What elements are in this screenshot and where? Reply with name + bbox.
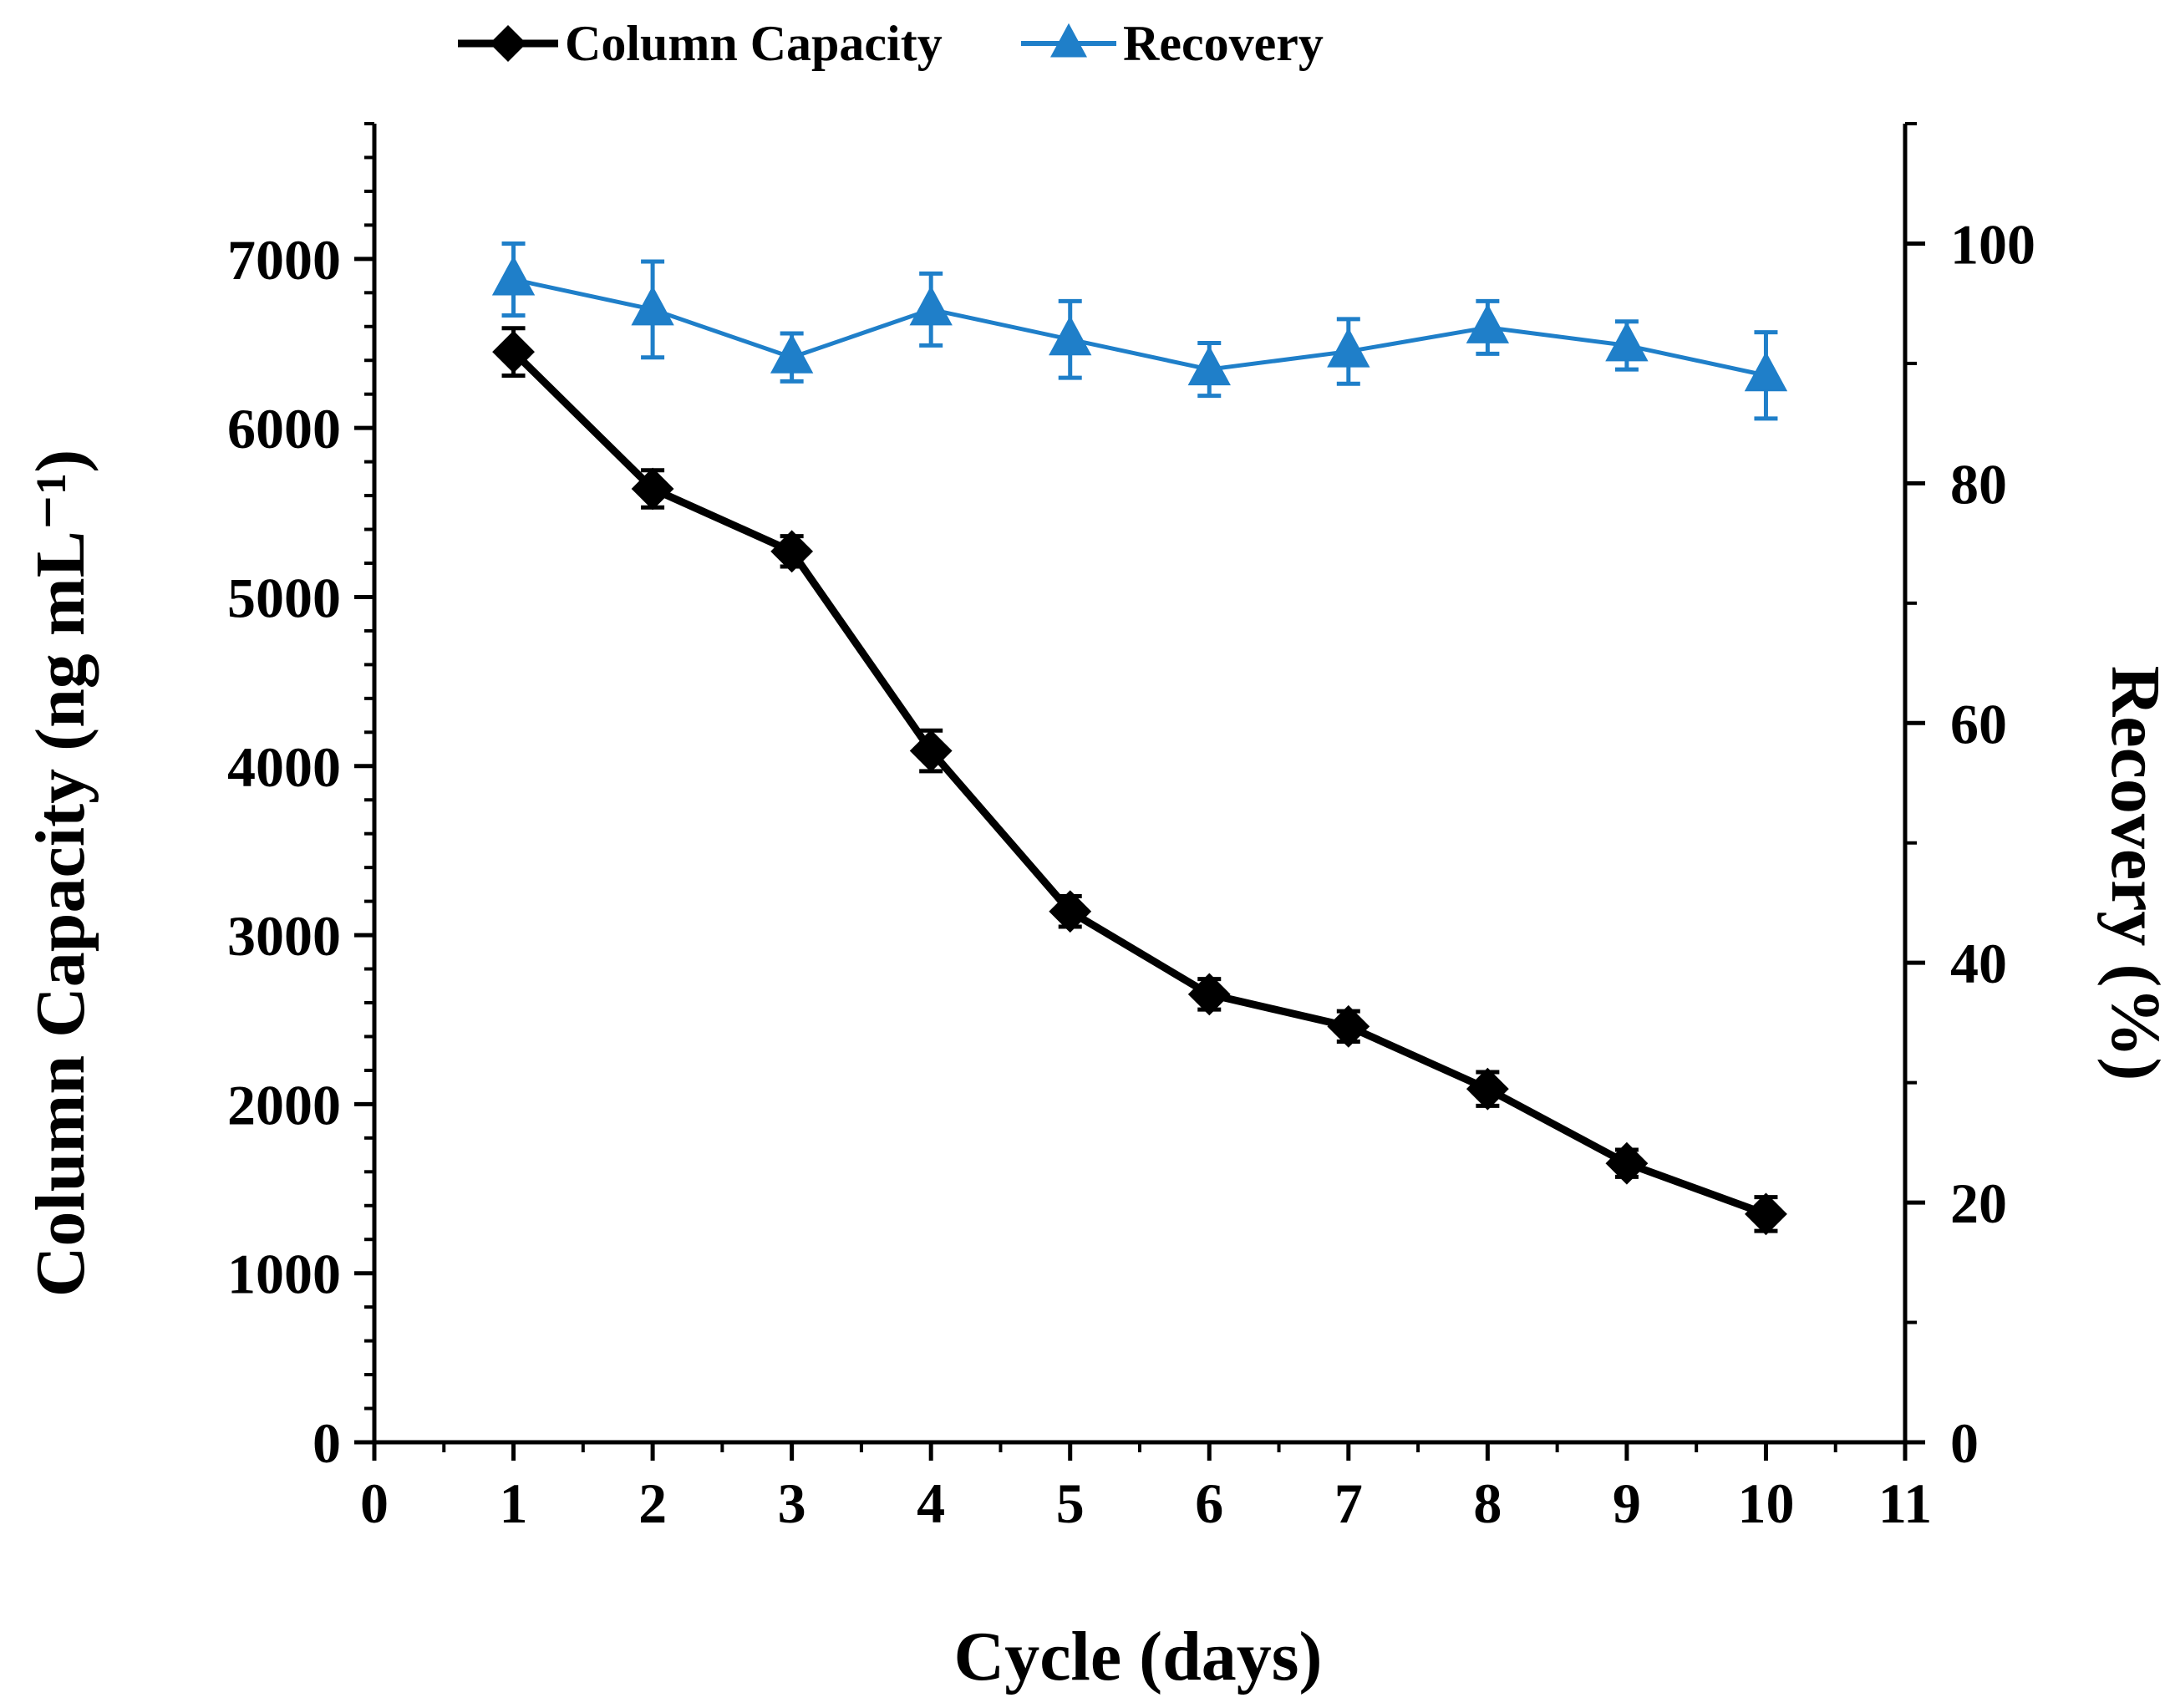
x-axis-title: Cycle (days) <box>954 1618 1323 1695</box>
series-recovery <box>491 241 1788 421</box>
data-point <box>1049 890 1092 933</box>
y-axis-left: 0 1000 2000 3000 4000 5000 6000 7000 <box>227 122 374 1475</box>
y2-tick-label: 0 <box>1950 1411 1979 1475</box>
y2-tick-label: 100 <box>1950 212 2035 276</box>
y-axis-title: Column Capacity (ng mL⁻¹) <box>22 450 99 1298</box>
legend-item-column-capacity: Column Capacity <box>458 16 943 71</box>
legend-marker <box>1050 23 1087 58</box>
data-point <box>491 255 536 296</box>
data-point <box>1605 321 1649 362</box>
data-point <box>492 330 535 374</box>
legend-label: Recovery <box>1123 16 1324 71</box>
data-point <box>1327 1004 1370 1048</box>
series-line <box>511 348 1767 1218</box>
y-tick-label: 4000 <box>227 735 341 799</box>
data-point <box>1187 345 1231 386</box>
x-tick-label: 10 <box>1737 1472 1794 1535</box>
y-tick-label: 2000 <box>227 1073 341 1136</box>
data-point <box>1745 1192 1787 1236</box>
y2-tick-label: 20 <box>1950 1172 2007 1235</box>
legend-label: Column Capacity <box>565 16 943 71</box>
x-tick-label: 8 <box>1473 1472 1502 1535</box>
x-tick-label: 3 <box>778 1472 806 1535</box>
x-tick-label: 4 <box>917 1472 945 1535</box>
data-point <box>1327 328 1370 368</box>
legend-marker <box>490 25 526 62</box>
x-tick-label: 2 <box>638 1472 667 1535</box>
y-tick-label: 1000 <box>227 1243 341 1306</box>
data-point <box>909 285 953 326</box>
x-tick-label: 9 <box>1613 1472 1641 1535</box>
x-tick-label: 11 <box>1878 1472 1932 1535</box>
y2-tick-label: 80 <box>1950 452 2007 516</box>
x-tick-label: 5 <box>1056 1472 1085 1535</box>
data-point <box>1187 973 1231 1016</box>
y-tick-label: 7000 <box>227 228 341 292</box>
y2-tick-label: 60 <box>1950 692 2007 755</box>
y-axis-right: 0 20 40 60 80 100 <box>1905 122 2035 1475</box>
series-line <box>513 277 1766 378</box>
data-point <box>1466 303 1510 343</box>
data-point <box>909 729 953 772</box>
series-column-capacity <box>492 326 1787 1236</box>
data-point <box>1049 315 1092 356</box>
y-tick-label: 3000 <box>227 904 341 968</box>
y2-tick-label: 40 <box>1950 932 2007 995</box>
y-tick-label: 6000 <box>227 397 341 460</box>
legend: Column Capacity Recovery <box>458 16 1324 71</box>
x-tick-label: 1 <box>500 1472 528 1535</box>
data-point <box>1466 1067 1509 1111</box>
data-point <box>631 285 674 326</box>
plot-frame <box>372 124 1908 1445</box>
legend-item-recovery: Recovery <box>1021 16 1324 71</box>
x-tick-label: 7 <box>1334 1472 1363 1535</box>
x-axis: 0 1 2 3 4 5 6 7 8 9 10 11 <box>360 1442 1932 1535</box>
data-point <box>1744 351 1788 392</box>
data-point <box>631 467 674 511</box>
data-point <box>1605 1141 1649 1185</box>
y-tick-label: 0 <box>313 1411 341 1475</box>
series-layer <box>491 241 1788 1236</box>
x-tick-label: 6 <box>1195 1472 1223 1535</box>
y2-axis-title: Recovery (%) <box>2096 666 2174 1081</box>
y-tick-label: 5000 <box>227 566 341 629</box>
data-point <box>770 333 814 374</box>
data-point <box>770 530 814 573</box>
x-tick-label: 0 <box>360 1472 389 1535</box>
